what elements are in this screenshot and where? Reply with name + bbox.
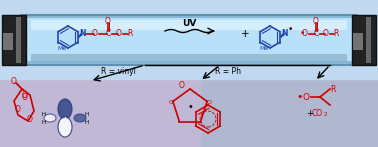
Bar xyxy=(0,77,378,147)
Text: •: • xyxy=(287,25,293,35)
Text: O: O xyxy=(92,30,98,39)
FancyBboxPatch shape xyxy=(23,18,355,61)
Text: O: O xyxy=(27,115,33,123)
Ellipse shape xyxy=(58,99,72,119)
Text: 2: 2 xyxy=(323,112,327,117)
Ellipse shape xyxy=(74,114,86,122)
Text: •: • xyxy=(187,102,193,112)
Text: C: C xyxy=(313,30,319,39)
Text: O: O xyxy=(323,30,329,39)
Text: R: R xyxy=(333,30,339,39)
Text: C: C xyxy=(105,30,111,39)
Text: R = Ph: R = Ph xyxy=(215,66,241,76)
Text: O: O xyxy=(207,100,212,105)
Text: •: • xyxy=(297,92,303,102)
Text: +: + xyxy=(241,29,249,39)
Bar xyxy=(352,15,376,65)
Text: H: H xyxy=(85,120,89,125)
Text: •: • xyxy=(299,30,305,39)
Text: R = vinyl: R = vinyl xyxy=(101,66,135,76)
Text: UV: UV xyxy=(182,19,196,27)
FancyBboxPatch shape xyxy=(31,20,347,30)
Text: H: H xyxy=(42,112,46,117)
Bar xyxy=(0,77,200,147)
Text: N: N xyxy=(282,29,288,37)
Text: O: O xyxy=(105,16,111,25)
Text: Me: Me xyxy=(57,46,67,51)
Text: O: O xyxy=(15,105,21,113)
Bar xyxy=(0,0,378,79)
Text: CO: CO xyxy=(311,108,322,117)
Bar xyxy=(353,32,363,50)
Text: O: O xyxy=(179,81,185,90)
Text: O: O xyxy=(302,30,308,39)
Text: +: + xyxy=(306,108,314,117)
Text: O: O xyxy=(22,92,28,101)
Bar xyxy=(366,17,371,63)
Ellipse shape xyxy=(58,117,72,137)
Bar xyxy=(2,15,26,65)
Bar xyxy=(3,32,12,50)
Text: O: O xyxy=(302,92,310,101)
Text: O: O xyxy=(22,91,28,100)
Text: O: O xyxy=(11,76,17,86)
Text: R: R xyxy=(330,85,336,93)
Text: R: R xyxy=(127,30,133,39)
Text: N: N xyxy=(79,29,85,37)
FancyBboxPatch shape xyxy=(31,54,347,62)
FancyBboxPatch shape xyxy=(20,15,358,65)
Ellipse shape xyxy=(44,114,56,122)
Text: O: O xyxy=(116,30,122,39)
Text: O: O xyxy=(313,16,319,25)
Text: O: O xyxy=(168,100,174,105)
Text: Me: Me xyxy=(259,46,269,51)
Bar xyxy=(16,17,21,63)
Text: H: H xyxy=(85,112,89,117)
Text: +: + xyxy=(63,116,67,121)
Text: H: H xyxy=(42,120,46,125)
